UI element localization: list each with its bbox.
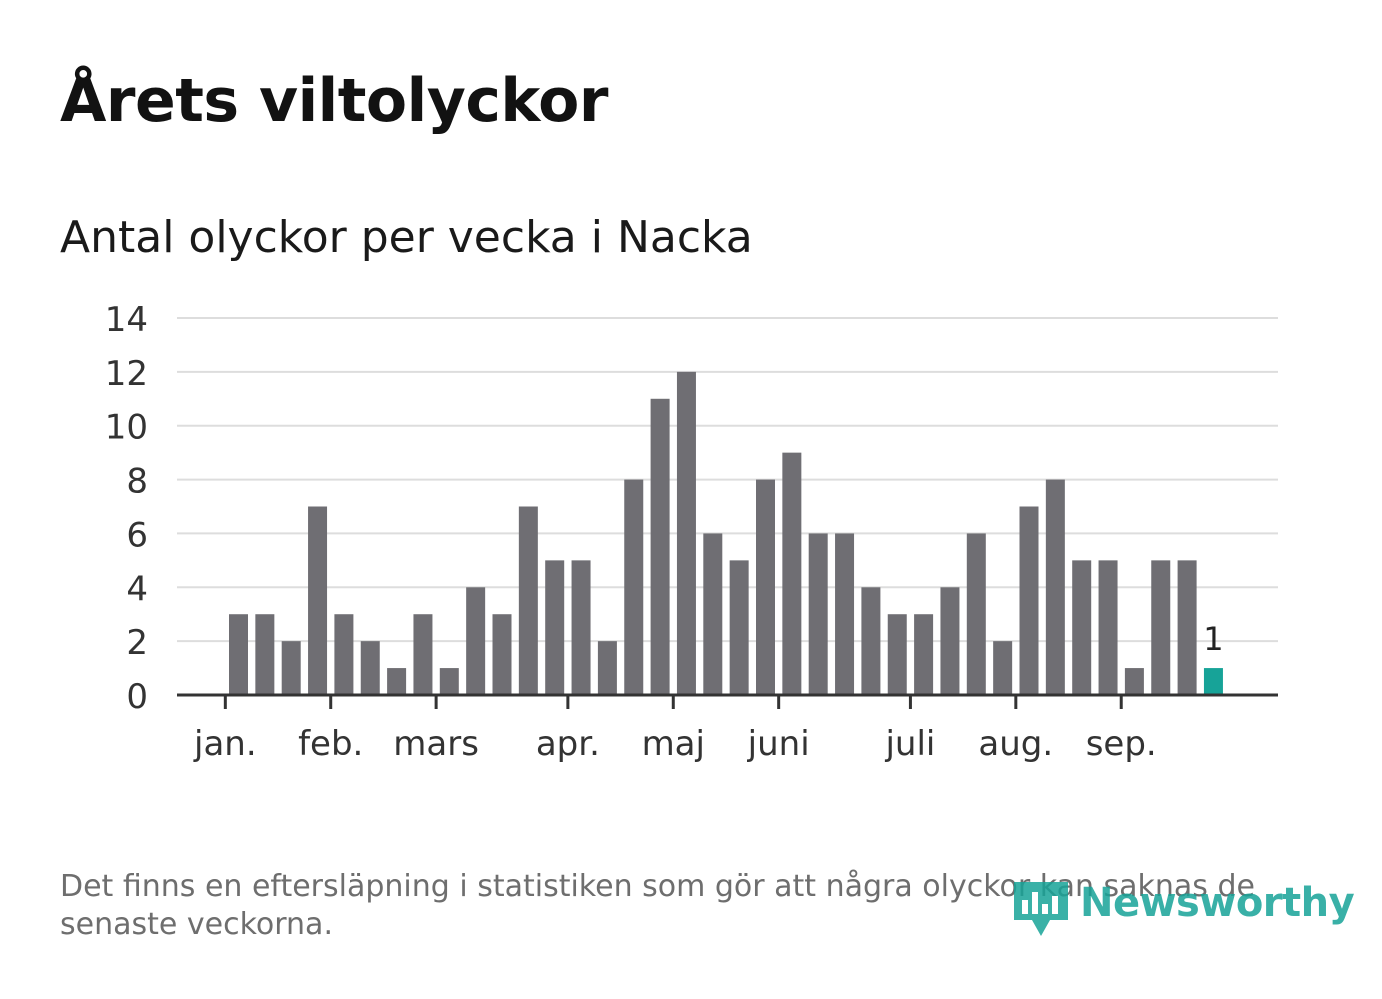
bar xyxy=(729,560,749,695)
bar xyxy=(597,641,617,695)
x-tick-label: maj xyxy=(642,724,705,764)
highlight-value-label: 1 xyxy=(1203,620,1223,658)
bar xyxy=(1098,560,1118,695)
bar xyxy=(808,533,828,695)
newsworthy-logo-icon xyxy=(1014,882,1068,936)
bar xyxy=(966,533,986,695)
bar xyxy=(334,614,354,695)
y-tick-label: 10 xyxy=(105,408,148,448)
bar xyxy=(387,668,407,695)
bar xyxy=(229,614,248,695)
y-tick-label: 14 xyxy=(105,300,148,340)
bar xyxy=(624,479,644,695)
bar xyxy=(1045,479,1065,695)
x-tick-label: mars xyxy=(393,724,479,764)
bar xyxy=(1072,560,1092,695)
bar xyxy=(413,614,433,695)
newsworthy-logo-text: Newsworthy xyxy=(1080,880,1355,926)
x-axis: jan. feb. mars apr. maj juni juli aug. sep. xyxy=(177,693,1278,764)
bar xyxy=(993,641,1013,695)
bar xyxy=(676,371,696,695)
bar xyxy=(887,614,907,695)
bar xyxy=(255,614,275,695)
bar xyxy=(281,641,301,695)
data-labels: 1 xyxy=(1203,620,1223,658)
bar xyxy=(466,587,486,695)
x-tick-label: apr. xyxy=(536,724,600,764)
bar-chart: 0 2 4 6 8 10 12 14 jan. feb. mars apr. maj juni juli a… xyxy=(105,300,1278,764)
y-tick-label: 6 xyxy=(126,515,148,555)
bars xyxy=(229,371,1223,695)
x-tick-label: sep. xyxy=(1086,724,1157,764)
y-tick-label: 12 xyxy=(105,354,148,394)
bar xyxy=(518,506,538,695)
bar xyxy=(940,587,960,695)
newsworthy-logo[interactable]: Newsworthy xyxy=(1010,876,1355,942)
y-tick-label: 8 xyxy=(126,462,148,502)
bar xyxy=(782,452,802,695)
bar xyxy=(1177,560,1197,695)
chart-subtitle: Antal olyckor per vecka i Nacka xyxy=(60,212,753,263)
bar xyxy=(439,668,459,695)
y-axis-ticks: 0 2 4 6 8 10 12 14 xyxy=(105,300,148,717)
bar xyxy=(861,587,881,695)
chart-title: Årets viltolyckor xyxy=(60,66,609,136)
x-tick-label: feb. xyxy=(298,724,363,764)
bar xyxy=(914,614,934,695)
bar xyxy=(1151,560,1171,695)
x-tick-label: juli xyxy=(884,724,935,764)
y-tick-label: 4 xyxy=(126,569,148,609)
x-tick-label: aug. xyxy=(978,724,1053,764)
bar xyxy=(571,560,591,695)
grid-lines xyxy=(177,317,1278,643)
bar xyxy=(1019,506,1039,695)
bar xyxy=(545,560,565,695)
bar xyxy=(703,533,723,695)
x-tick-label: juni xyxy=(747,724,810,764)
bar xyxy=(1124,668,1144,695)
bar xyxy=(360,641,380,695)
bar xyxy=(835,533,855,695)
x-tick-label: jan. xyxy=(193,724,257,764)
bar xyxy=(308,506,328,695)
bar xyxy=(756,479,775,695)
bar xyxy=(492,614,512,695)
bar-highlight xyxy=(1203,668,1223,695)
y-tick-label: 0 xyxy=(126,677,148,717)
bar xyxy=(650,398,670,695)
y-tick-label: 2 xyxy=(126,623,148,663)
